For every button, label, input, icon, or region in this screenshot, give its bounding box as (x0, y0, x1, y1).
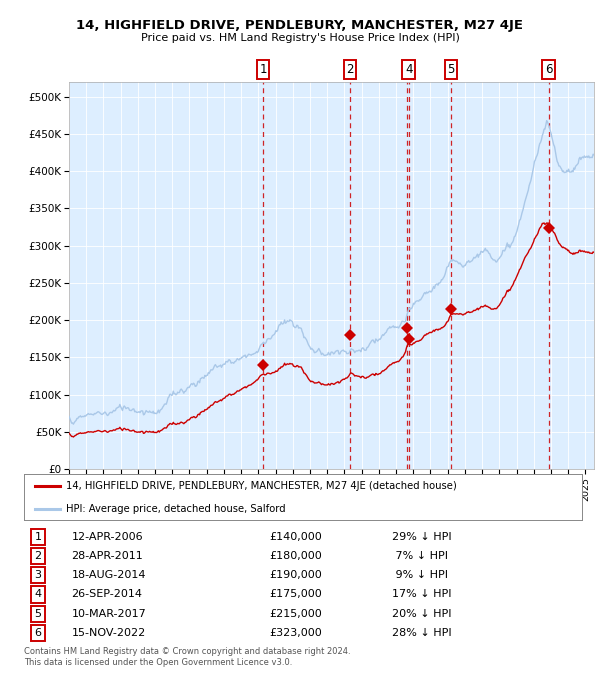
Text: 4: 4 (34, 590, 41, 600)
Text: £190,000: £190,000 (269, 570, 322, 580)
Text: 6: 6 (34, 628, 41, 638)
Text: £140,000: £140,000 (269, 532, 322, 542)
Text: This data is licensed under the Open Government Licence v3.0.: This data is licensed under the Open Gov… (24, 658, 292, 667)
Text: 14, HIGHFIELD DRIVE, PENDLEBURY, MANCHESTER, M27 4JE (detached house): 14, HIGHFIELD DRIVE, PENDLEBURY, MANCHES… (66, 481, 457, 490)
Text: Price paid vs. HM Land Registry's House Price Index (HPI): Price paid vs. HM Land Registry's House … (140, 33, 460, 43)
Text: 12-APR-2006: 12-APR-2006 (71, 532, 143, 542)
Text: 7% ↓ HPI: 7% ↓ HPI (392, 551, 448, 561)
Text: 1: 1 (34, 532, 41, 542)
Text: 6: 6 (545, 63, 553, 76)
Text: 9% ↓ HPI: 9% ↓ HPI (392, 570, 448, 580)
Text: 10-MAR-2017: 10-MAR-2017 (71, 609, 146, 619)
Text: £323,000: £323,000 (269, 628, 322, 638)
Text: 1: 1 (259, 63, 267, 76)
Text: 26-SEP-2014: 26-SEP-2014 (71, 590, 142, 600)
Text: £215,000: £215,000 (269, 609, 322, 619)
Text: 2: 2 (346, 63, 354, 76)
Text: 18-AUG-2014: 18-AUG-2014 (71, 570, 146, 580)
Text: 5: 5 (34, 609, 41, 619)
Text: 15-NOV-2022: 15-NOV-2022 (71, 628, 146, 638)
Text: £180,000: £180,000 (269, 551, 322, 561)
Text: 14, HIGHFIELD DRIVE, PENDLEBURY, MANCHESTER, M27 4JE: 14, HIGHFIELD DRIVE, PENDLEBURY, MANCHES… (77, 19, 523, 32)
Text: 4: 4 (405, 63, 412, 76)
Text: HPI: Average price, detached house, Salford: HPI: Average price, detached house, Salf… (66, 504, 286, 513)
Text: £175,000: £175,000 (269, 590, 322, 600)
Text: 29% ↓ HPI: 29% ↓ HPI (392, 532, 452, 542)
Text: 5: 5 (447, 63, 455, 76)
Text: Contains HM Land Registry data © Crown copyright and database right 2024.: Contains HM Land Registry data © Crown c… (24, 647, 350, 656)
Text: 28-APR-2011: 28-APR-2011 (71, 551, 143, 561)
Text: 20% ↓ HPI: 20% ↓ HPI (392, 609, 452, 619)
Text: 3: 3 (34, 570, 41, 580)
Text: 17% ↓ HPI: 17% ↓ HPI (392, 590, 452, 600)
Text: 2: 2 (34, 551, 41, 561)
Text: 28% ↓ HPI: 28% ↓ HPI (392, 628, 452, 638)
